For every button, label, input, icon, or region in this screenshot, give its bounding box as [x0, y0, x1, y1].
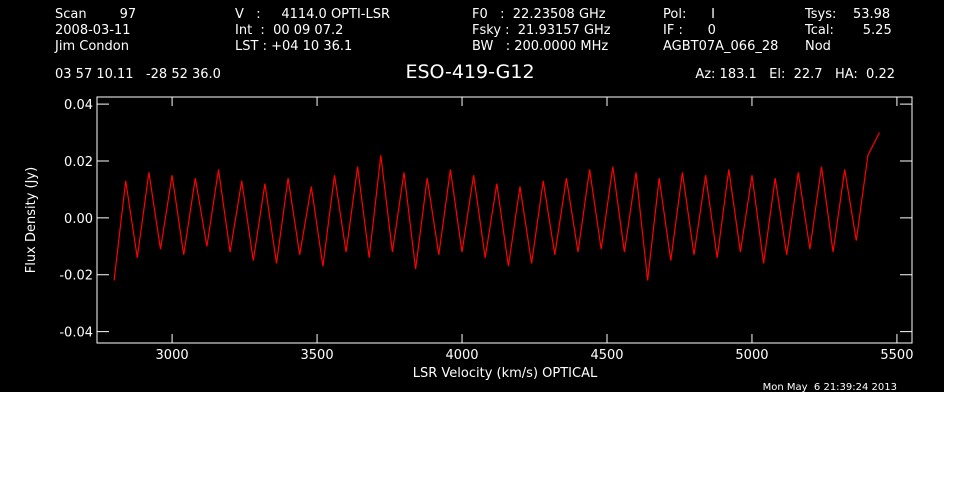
- y-tick-label: 0.02: [64, 155, 93, 170]
- spectrum-line: [113, 132, 881, 281]
- y-tick-label: 0.00: [64, 212, 93, 227]
- header-field: Nod: [805, 39, 831, 54]
- y-tick-label: -0.02: [59, 269, 93, 284]
- x-tick-label: 5000: [735, 348, 768, 363]
- header-field: Tsys: 53.98: [804, 7, 890, 22]
- x-tick-label: 3500: [301, 348, 334, 363]
- chart-title: ESO-419-G12: [405, 61, 534, 83]
- header-field: V : 4114.0 OPTI-LSR: [235, 7, 390, 22]
- x-tick-label: 4500: [590, 348, 623, 363]
- header-field: Fsky : 21.93157 GHz: [472, 23, 611, 38]
- header-field: LST : +04 10 36.1: [235, 39, 352, 54]
- plot-frame: [96, 96, 913, 344]
- y-axis-label: Flux Density (Jy): [24, 167, 39, 273]
- x-tick-label: 4000: [445, 348, 478, 363]
- header-field: Scan 97: [55, 7, 136, 22]
- pointing: Az: 183.1 El: 22.7 HA: 0.22: [695, 67, 895, 82]
- y-tick-label: 0.04: [64, 98, 93, 113]
- y-tick-label: -0.04: [59, 326, 93, 341]
- x-tick-label: 5500: [880, 348, 913, 363]
- x-tick-label: 3000: [156, 348, 189, 363]
- header-field: Pol: I: [663, 7, 715, 22]
- position: 03 57 10.11 -28 52 36.0: [55, 67, 221, 82]
- x-axis-label: LSR Velocity (km/s) OPTICAL: [413, 366, 598, 381]
- header-field: Int : 00 09 07.2: [235, 23, 343, 38]
- header-field: Tcal: 5.25: [804, 23, 892, 38]
- header-field: Jim Condon: [54, 39, 129, 54]
- header-field: BW : 200.0000 MHz: [472, 39, 608, 54]
- header-field: IF : 0: [663, 23, 716, 38]
- header-field: AGBT07A_066_28: [663, 39, 778, 54]
- header-field: F0 : 22.23508 GHz: [472, 7, 606, 22]
- header-field: 2008-03-11: [55, 23, 131, 38]
- timestamp: Mon May 6 21:39:24 2013: [763, 382, 897, 393]
- plot-background: [0, 0, 944, 392]
